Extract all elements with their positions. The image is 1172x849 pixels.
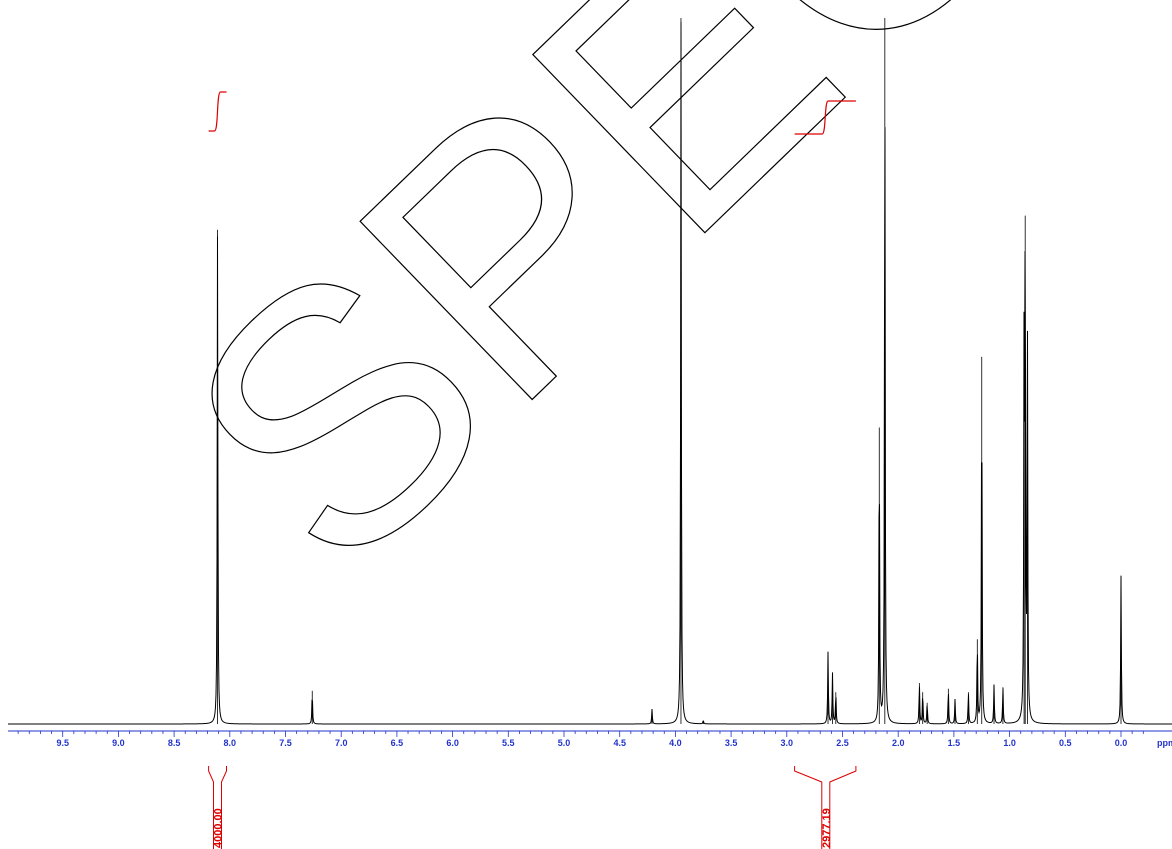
tick-label: 2.0 (892, 738, 905, 748)
spectrum-trace (8, 22, 1172, 725)
tick-label: 4.5 (613, 738, 626, 748)
tick-label: 4.0 (669, 738, 682, 748)
tick-label: 6.0 (446, 738, 459, 748)
ppm-axis: 9.5 9.0 8.5 8.0 7.5 7.0 6.5 6.0 5.5 5.0 4.5 4.0 3.5 3… (8, 730, 1172, 748)
tick-label: 6.5 (391, 738, 404, 748)
integral-curves (208, 91, 856, 135)
peak-markers (217, 18, 1122, 724)
tick-label: 7.5 (279, 738, 292, 748)
integral-value-label: 4000.00 (213, 808, 225, 848)
tick-label: 0.0 (1115, 738, 1128, 748)
tick-label: 7.0 (335, 738, 348, 748)
tick-label: 1.5 (948, 738, 961, 748)
integral-value-label: 2977.19 (821, 808, 833, 848)
watermark-logo: SPECTRA (112, 0, 1172, 643)
integral-curve (794, 100, 856, 135)
tick-label: 1.0 (1003, 738, 1016, 748)
integral-annotations: 4000.00 2977.19 (208, 766, 857, 849)
tick-label: 8.0 (224, 738, 237, 748)
tick-label: 3.5 (725, 738, 738, 748)
tick-label: 9.5 (56, 738, 69, 748)
tick-label: 2.5 (836, 738, 849, 748)
tick-label: 3.0 (781, 738, 794, 748)
watermark-text: SPECTRA (112, 0, 1172, 642)
axis-ticks: 9.5 9.0 8.5 8.0 7.5 7.0 6.5 6.0 5.5 5.0 4.5 4.0 3.5 3… (17, 731, 1144, 748)
tick-label: 5.5 (502, 738, 515, 748)
tick-label: 9.0 (112, 738, 125, 748)
integral-bracket (794, 766, 857, 849)
tick-label: 5.0 (558, 738, 571, 748)
integral-bracket (208, 766, 227, 849)
integral-curve (208, 91, 227, 132)
tick-label: 8.5 (168, 738, 181, 748)
tick-label: 0.5 (1059, 738, 1072, 748)
axis-unit-label: ppm (1157, 738, 1172, 748)
